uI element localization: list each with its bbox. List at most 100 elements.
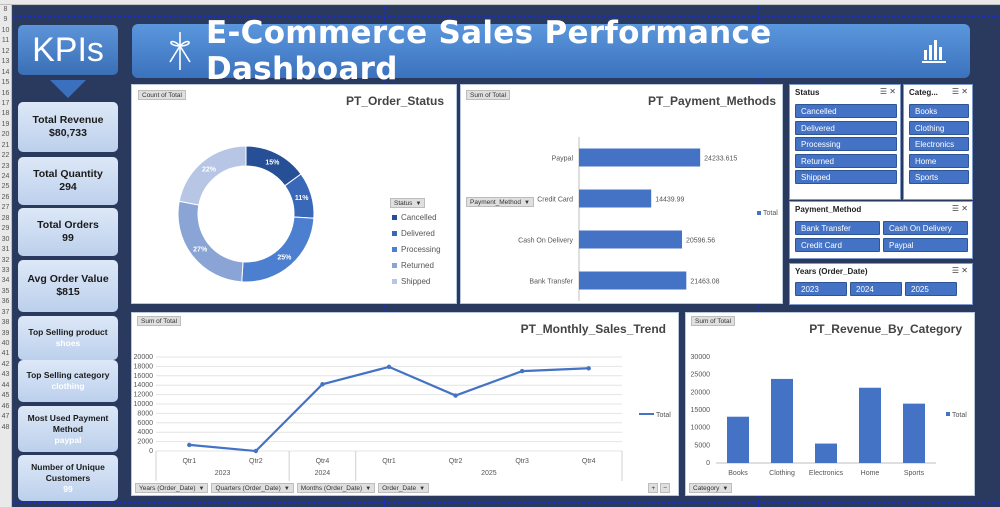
row-number[interactable]: 9: [3, 16, 8, 24]
slicer-item-shipped[interactable]: Shipped: [795, 170, 897, 184]
row-number[interactable]: 19: [1, 120, 10, 128]
row-number[interactable]: 46: [1, 402, 10, 410]
bar[interactable]: [815, 443, 837, 463]
bar[interactable]: [771, 378, 793, 463]
order-status-chart-panel[interactable]: Count of Total PT_Order_Status 15% 11% 25%…: [131, 84, 457, 304]
row-number[interactable]: 10: [1, 26, 10, 34]
sum-field-button[interactable]: Sum of Total: [466, 90, 511, 100]
bar[interactable]: [579, 230, 682, 249]
row-number[interactable]: 32: [1, 256, 10, 264]
donut-slice[interactable]: [178, 145, 247, 206]
category-slicer[interactable]: Categ... ☰ ✕ Books Clothing Electronics Hom…: [903, 84, 973, 200]
row-number[interactable]: 18: [1, 110, 10, 118]
sum-field-button[interactable]: Sum of Total: [137, 316, 182, 326]
line-point[interactable]: [586, 366, 591, 371]
row-number[interactable]: 47: [1, 413, 10, 421]
row-number[interactable]: 35: [1, 287, 10, 295]
row-number[interactable]: 36: [1, 298, 10, 306]
row-number[interactable]: 22: [1, 152, 10, 160]
slicer-item-returned[interactable]: Returned: [795, 153, 897, 168]
status-legend-button[interactable]: Status ▼: [390, 198, 426, 208]
row-number[interactable]: 45: [1, 392, 10, 400]
revenue-by-category-panel[interactable]: Sum of Total PT_Revenue_By_Category 0 500…: [685, 312, 975, 496]
bar[interactable]: [579, 189, 652, 208]
row-number[interactable]: 43: [1, 371, 10, 379]
row-number[interactable]: 17: [1, 99, 10, 107]
slicer-item-home[interactable]: Home: [909, 153, 969, 168]
row-number[interactable]: 37: [1, 308, 10, 316]
row-number[interactable]: 23: [1, 162, 10, 170]
sum-field-button[interactable]: Sum of Total: [691, 316, 736, 326]
slicer-item-credit-card[interactable]: Credit Card: [795, 237, 880, 252]
line-point[interactable]: [253, 448, 259, 454]
payment-axis-button[interactable]: Payment_Method ▼: [466, 197, 534, 207]
row-number[interactable]: 13: [1, 58, 10, 66]
slicer-item-cancelled[interactable]: Cancelled: [795, 104, 897, 118]
count-field-button[interactable]: Count of Total: [138, 90, 186, 100]
row-number[interactable]: 30: [1, 235, 10, 243]
slicer-item-electronics[interactable]: Electronics: [909, 137, 969, 151]
slicer-clear-filter-icon[interactable]: ☰ ✕: [951, 266, 968, 275]
row-number[interactable]: 26: [1, 193, 10, 201]
line-point[interactable]: [453, 393, 458, 398]
row-number[interactable]: 24: [1, 173, 10, 180]
slicer-clear-filter-icon[interactable]: ☰ ✕: [951, 87, 968, 96]
slicer-item-books[interactable]: Books: [909, 104, 969, 118]
row-number[interactable]: 33: [1, 266, 10, 274]
years-slicer[interactable]: Years (Order_Date) ☰ ✕ 2023 2024 2025: [789, 263, 973, 305]
slicer-item-paypal[interactable]: Paypal: [883, 237, 968, 252]
slicer-item-2023[interactable]: 2023: [795, 282, 847, 296]
row-number[interactable]: 29: [1, 225, 10, 233]
line-point[interactable]: [187, 442, 192, 448]
row-number[interactable]: 42: [1, 360, 10, 368]
donut-slice[interactable]: [177, 200, 244, 283]
date-filter-button[interactable]: Order_Date ▼: [378, 483, 430, 493]
category-axis-button[interactable]: Category ▼: [689, 483, 733, 493]
date-filter-button[interactable]: Months (Order_Date) ▼: [296, 483, 376, 493]
row-number[interactable]: 8: [3, 6, 8, 13]
slicer-item-2025[interactable]: 2025: [905, 282, 957, 296]
slicer-multiselect-icon[interactable]: ☰ ✕: [879, 87, 896, 96]
row-number[interactable]: 12: [1, 47, 10, 55]
slicer-item-clothing[interactable]: Clothing: [909, 120, 969, 135]
row-number[interactable]: 25: [1, 183, 10, 191]
row-number[interactable]: 28: [1, 214, 10, 222]
row-number[interactable]: 14: [1, 68, 10, 76]
row-number[interactable]: 40: [1, 340, 10, 347]
payment-methods-chart-panel[interactable]: Sum of Total PT_Payment_Methods Payment_…: [460, 84, 783, 304]
payment-method-slicer[interactable]: Payment_Method ☰ ✕ Bank Transfer Cash On …: [789, 201, 973, 259]
row-number[interactable]: 16: [1, 89, 10, 97]
bar[interactable]: [579, 148, 701, 167]
collapse-button[interactable]: −: [660, 483, 670, 493]
line-point[interactable]: [519, 368, 525, 374]
expand-button[interactable]: +: [648, 483, 659, 493]
bar[interactable]: [579, 271, 687, 290]
bar[interactable]: [727, 416, 749, 463]
date-filter-button[interactable]: Quarters (Order_Date) ▼: [211, 483, 294, 493]
line-point[interactable]: [320, 382, 325, 387]
row-number[interactable]: 11: [1, 37, 10, 45]
bar[interactable]: [859, 387, 881, 463]
row-number[interactable]: 21: [1, 141, 10, 149]
slicer-item-cash-on-delivery[interactable]: Cash On Delivery: [883, 221, 968, 235]
slicer-clear-filter-icon[interactable]: ☰ ✕: [951, 204, 968, 213]
row-number[interactable]: 44: [1, 381, 10, 389]
donut-slice[interactable]: [241, 216, 315, 283]
line-point[interactable]: [386, 364, 392, 370]
row-number[interactable]: 15: [1, 79, 10, 87]
bar[interactable]: [903, 403, 925, 463]
slicer-item-delivered[interactable]: Delivered: [795, 120, 897, 135]
row-number[interactable]: 27: [1, 204, 10, 212]
date-filter-button[interactable]: Years (Order_Date) ▼: [135, 483, 209, 493]
monthly-sales-trend-panel[interactable]: Sum of Total PT_Monthly_Sales_Trend 0 200…: [131, 312, 679, 496]
row-number[interactable]: 38: [1, 319, 10, 327]
slicer-item-2024[interactable]: 2024: [850, 282, 902, 296]
row-number[interactable]: 31: [1, 246, 10, 254]
row-number[interactable]: 39: [1, 329, 10, 337]
slicer-item-bank-transfer[interactable]: Bank Transfer: [795, 221, 880, 235]
row-number[interactable]: 41: [1, 350, 10, 358]
status-slicer[interactable]: Status ☰ ✕ Cancelled Delivered Processing R…: [789, 84, 901, 200]
slicer-item-sports[interactable]: Sports: [909, 170, 969, 184]
row-number[interactable]: 34: [1, 277, 10, 285]
slicer-item-processing[interactable]: Processing: [795, 137, 897, 151]
